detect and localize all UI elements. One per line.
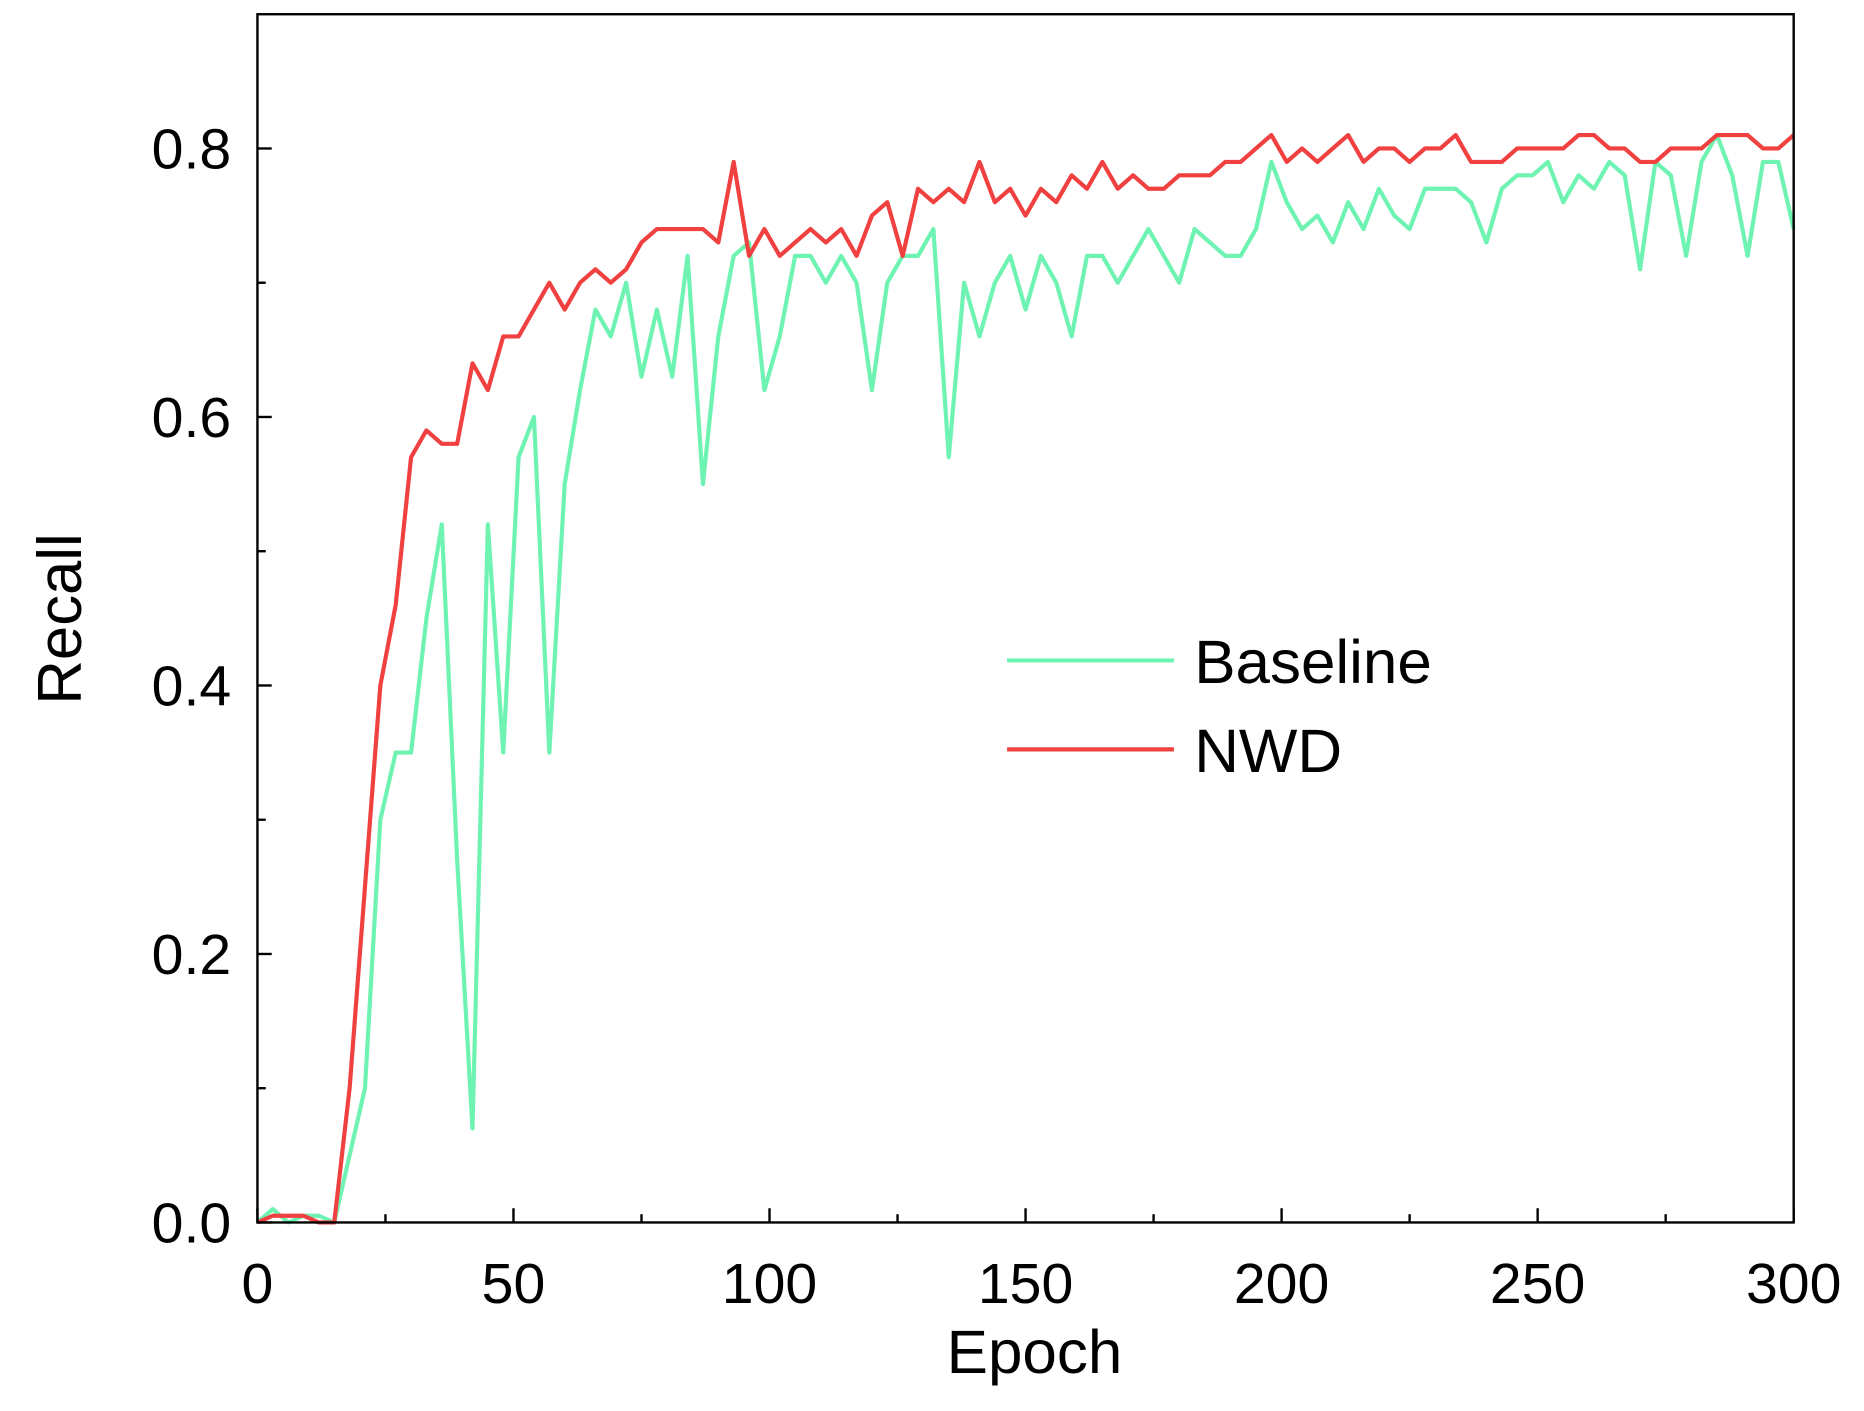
x-tick-label: 250 [1490,1252,1585,1316]
y-tick-label: 0.0 [152,1192,232,1256]
legend-label: NWD [1194,717,1342,786]
y-tick-label: 0.4 [152,655,232,719]
x-tick-label: 300 [1746,1252,1841,1316]
legend-label: Baseline [1194,628,1432,697]
y-tick-label: 0.6 [152,386,232,450]
x-tick-label: 150 [978,1252,1073,1316]
x-axis-label: Epoch [947,1318,1123,1387]
x-tick-label: 100 [722,1252,817,1316]
y-axis-label: Recall [26,533,95,704]
x-tick-label: 200 [1234,1252,1329,1316]
x-tick-label: 50 [482,1252,546,1316]
series-line [256,132,1796,1225]
y-tick-label: 0.8 [152,118,232,182]
series-line [256,132,1796,1225]
y-tick-label: 0.2 [152,923,232,987]
x-tick-label: 0 [242,1252,274,1316]
plot-frame [256,13,1795,1224]
